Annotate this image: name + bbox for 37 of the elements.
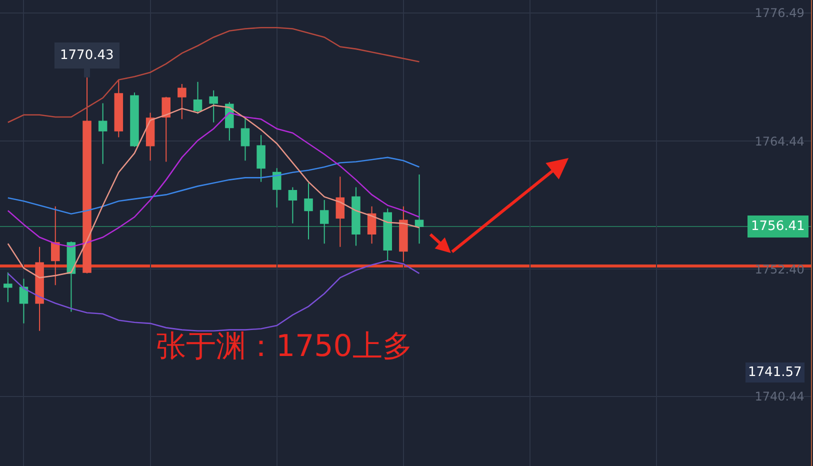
candlestick [146, 112, 155, 162]
text: 1741.57 [748, 365, 802, 380]
y-tick-label: 1740.44 [754, 390, 804, 404]
candlestick [240, 116, 250, 162]
line-series [7, 156, 420, 214]
candlestick [193, 81, 202, 114]
annotation: 1770.43 [60, 48, 114, 63]
annotation: 张于渊：1750上多 [156, 329, 412, 364]
y-tick-label: 1764.44 [754, 134, 804, 148]
candlestick [399, 206, 408, 262]
candlestick [336, 176, 345, 248]
candlestick [272, 168, 282, 208]
candlestick [51, 206, 60, 286]
candlestick [367, 206, 376, 244]
candlestick [209, 90, 218, 123]
y-tick-label: 1776.49 [754, 6, 804, 20]
candlestick [66, 241, 76, 312]
candlestick [320, 200, 329, 244]
candlestick [114, 79, 124, 138]
line-series [7, 27, 420, 123]
candlestick [414, 174, 424, 244]
candlestick [352, 186, 360, 246]
candlestick [130, 92, 139, 148]
candlestick [304, 182, 313, 240]
candlestick [98, 102, 108, 164]
line-series [7, 112, 420, 248]
candlestick [383, 208, 392, 262]
ref-line-label: 1756.41 [751, 219, 805, 234]
candlestick [178, 84, 186, 120]
candlestick [162, 96, 170, 162]
candlestick [256, 134, 266, 182]
candlestick [288, 186, 298, 224]
line-series [7, 104, 420, 278]
line-series [7, 260, 420, 332]
candlestick [19, 278, 28, 324]
candlestick [4, 272, 12, 303]
candlestick [35, 246, 44, 332]
